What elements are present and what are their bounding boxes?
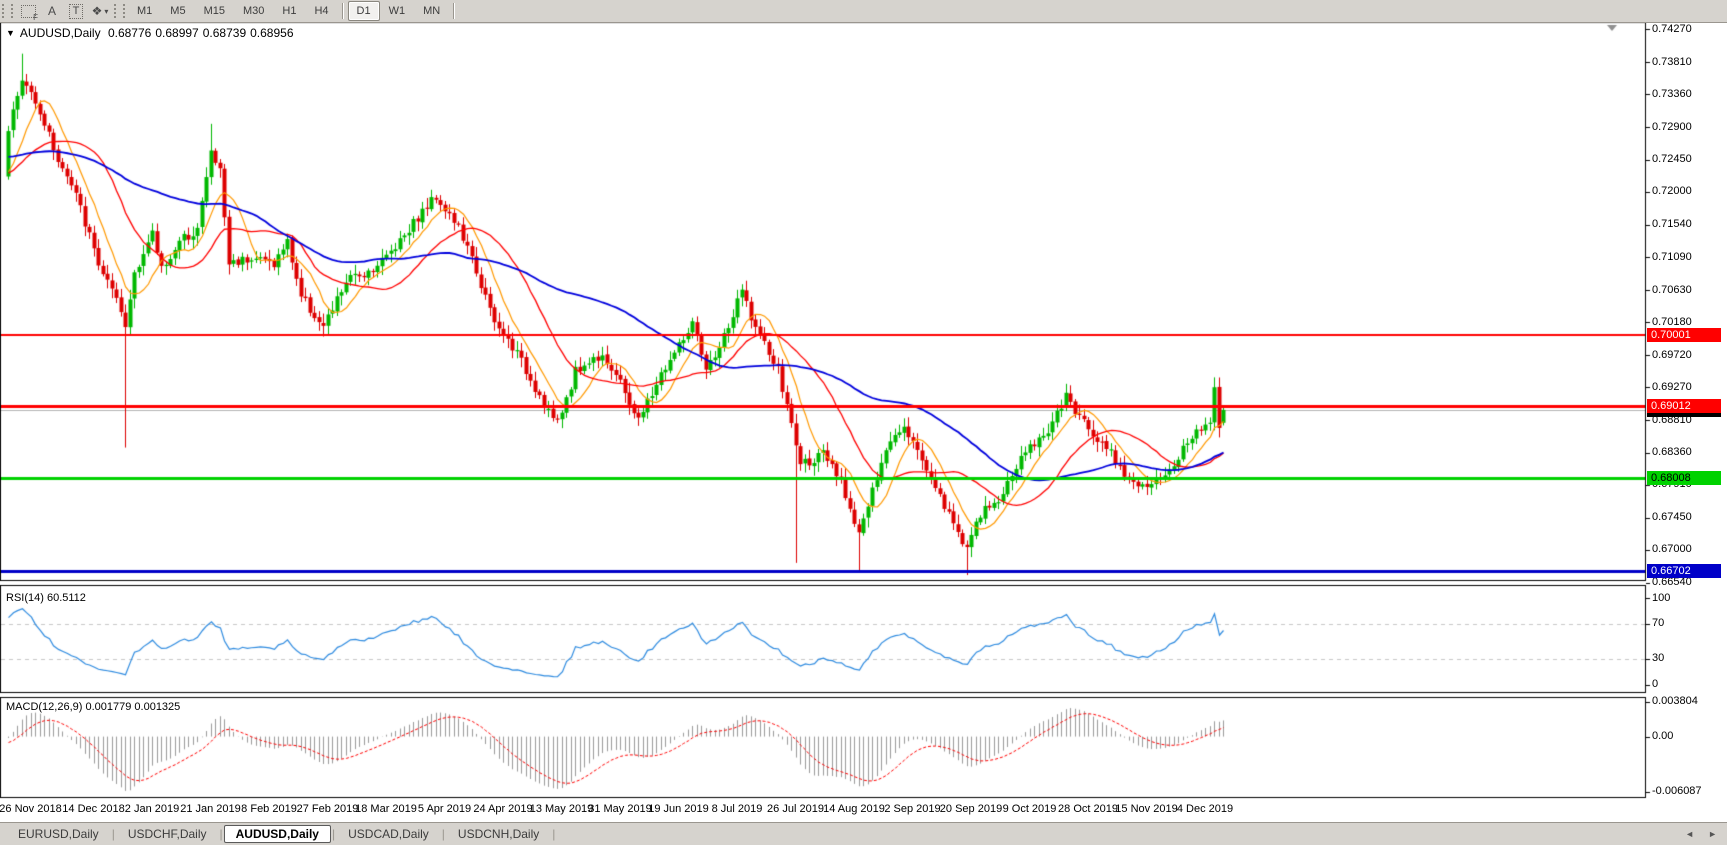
chart-title: ▼ AUDUSD,Daily 0.68776 0.68997 0.68739 0.689… [6,26,298,40]
price-tick-label: 0.66540 [1652,576,1692,589]
date-tick-label: 19 Jun 2019 [648,803,709,815]
hline-price-label: 0.70001 [1647,328,1721,343]
date-tick-label: 26 Jul 2019 [767,803,824,815]
rsi-label: RSI(14) 60.5112 [6,592,86,604]
ohlc-open: 0.68776 [107,26,152,40]
chart-tab-usdcad[interactable]: USDCAD,Daily [348,827,429,841]
tab-separator: | [111,827,115,841]
date-tick-label: 24 Apr 2019 [473,803,533,815]
toolbar: F A T ❖ ▾ M1 M5 M15 M30 H1 H4 D1 W1 MN [0,0,1727,23]
macd-tick-label: 0.00 [1652,730,1674,743]
timeframe-button-m30[interactable]: M30 [242,5,265,17]
date-tick-label: 4 Dec 2019 [1176,803,1234,815]
price-tick-label: 0.70630 [1652,283,1692,296]
tab-separator: | [441,827,445,841]
toolbar-grip[interactable] [2,4,13,18]
symbol-dropdown-icon[interactable]: ▼ [6,28,15,38]
timeframe-button-m5[interactable]: M5 [170,5,186,17]
chart-tab-eurusd[interactable]: EURUSD,Daily [18,827,99,841]
tab-separator: | [219,827,223,841]
toolbar-grip[interactable] [114,4,125,18]
date-tick-label: 26 Nov 2018 [0,803,62,815]
price-tick-label: 0.74270 [1652,22,1692,35]
ohlc-low: 0.68739 [202,26,247,40]
date-tick-label: 2 Jan 2019 [124,803,180,815]
price-tick-label: 0.71090 [1652,250,1692,263]
price-tick-label: 0.67000 [1652,543,1692,556]
price-tick-label: 0.73810 [1652,55,1692,68]
hline-price-label: 0.69012 [1647,398,1721,413]
date-tick-label: 14 Aug 2019 [823,803,885,815]
price-tick-label: 0.67450 [1652,511,1692,524]
date-tick-label: 13 May 2019 [529,803,594,815]
arrow-styles-icon[interactable]: ❖ ▾ [91,4,109,18]
date-tick-label: 2 Sep 2019 [884,803,941,815]
date-tick-label: 8 Feb 2019 [241,803,297,815]
date-tick-label: 5 Apr 2019 [417,803,472,815]
date-tick-label: 21 Jan 2019 [180,803,241,815]
date-tick-label: 15 Nov 2019 [1115,803,1178,815]
price-tick-label: 0.70180 [1652,315,1692,328]
rsi-tick-label: 70 [1652,617,1665,630]
date-tick-label: 9 Oct 2019 [1002,803,1057,815]
toolbar-separator [453,3,456,19]
tab-separator: | [331,827,336,841]
price-tick-label: 0.72000 [1652,185,1692,198]
chart-frame-icon[interactable]: F [17,2,39,22]
macd-tick-label: -0.006087 [1652,785,1702,798]
price-tick-label: 0.73360 [1652,87,1692,100]
macd-tick-label: 0.003804 [1652,695,1698,708]
rsi-tick-label: 30 [1652,652,1665,665]
toolbar-separator [341,3,344,19]
chart-tab-bar: EURUSD,Daily | USDCHF,Daily | AUDUSD,Daily | U… [0,822,1727,845]
date-tick-label: 28 Oct 2019 [1058,803,1118,815]
price-tick-label: 0.68360 [1652,446,1692,459]
macd-label: MACD(12,26,9) 0.001779 0.001325 [6,701,181,713]
ohlc-close: 0.68956 [250,26,294,40]
price-tick-label: 0.69720 [1652,348,1692,361]
text-label-icon[interactable]: A [47,4,56,18]
tab-scroll-right-icon[interactable]: ► [1708,829,1717,839]
date-tick-label: 18 Mar 2019 [355,803,417,815]
chart-tab-usdcnh[interactable]: USDCNH,Daily [457,827,540,841]
price-tick-label: 0.72900 [1652,120,1692,133]
tab-separator: | [552,827,556,841]
date-tick-label: 14 Dec 2018 [62,803,125,815]
hline-price-label: 0.68008 [1647,470,1721,485]
date-tick-label: 8 Jul 2019 [711,803,763,815]
timeframe-button-m1[interactable]: M1 [137,5,153,17]
chart-symbol: AUDUSD,Daily [19,26,101,40]
rsi-tick-label: 0 [1652,678,1659,690]
hline-price-label: 0.66702 [1647,564,1721,579]
date-tick-label: 20 Sep 2019 [939,803,1003,815]
timeframe-button-m15[interactable]: M15 [203,5,225,17]
tab-scroll-left-icon[interactable]: ◄ [1685,829,1695,839]
text-box-icon[interactable]: T [65,2,87,20]
timeframe-button-d1[interactable]: D1 [347,1,380,21]
timeframe-button-w1[interactable]: W1 [388,5,406,17]
timeframe-button-mn[interactable]: MN [423,5,441,17]
chart-tab-audusd[interactable]: AUDUSD,Daily [223,825,331,843]
date-tick-label: 27 Feb 2019 [296,803,359,815]
date-tick-label: 31 May 2019 [588,803,652,815]
price-tick-label: 0.72450 [1652,153,1692,166]
chart-tab-usdchf[interactable]: USDCHF,Daily [127,827,207,841]
timeframe-button-h4[interactable]: H4 [314,5,329,17]
price-tick-label: 0.71540 [1652,218,1692,231]
price-tick-label: 0.69270 [1652,380,1692,393]
ohlc-high: 0.68997 [155,26,199,40]
rsi-tick-label: 100 [1652,591,1671,604]
timeframe-button-h1[interactable]: H1 [282,5,297,17]
